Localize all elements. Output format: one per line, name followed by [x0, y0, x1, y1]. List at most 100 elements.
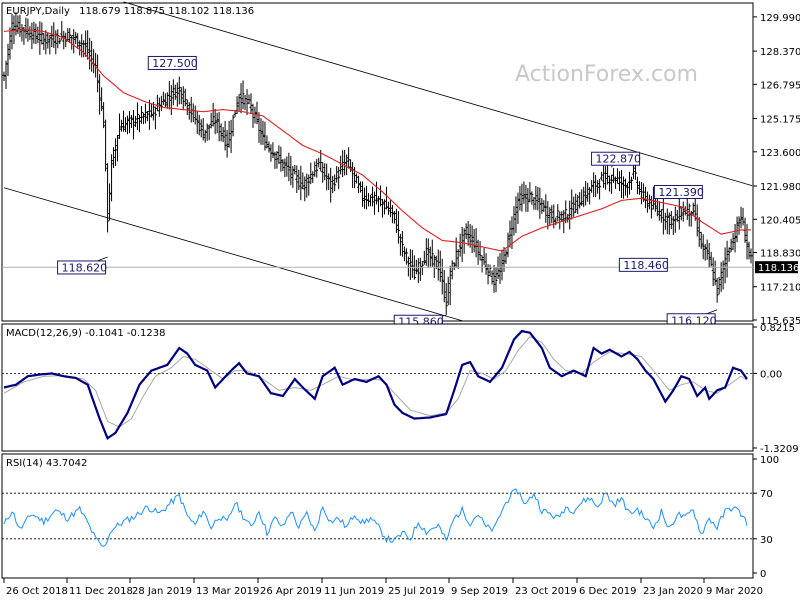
ohlc-bar [659, 209, 663, 223]
ohlc-bar [426, 238, 430, 269]
ohlc-bar [34, 23, 38, 45]
ohlc-bar [458, 233, 462, 257]
ohlc-bar [287, 152, 291, 182]
ohlc-bar [205, 123, 209, 141]
ohlc-bar [297, 169, 301, 190]
ohlc-bar [580, 189, 584, 206]
ohlc-bar [325, 163, 329, 191]
ohlc-bar [711, 257, 715, 287]
symbol-timeframe: EURJPY,Daily [6, 6, 70, 17]
ohlc-bar [625, 183, 629, 198]
ohlc-bar [733, 223, 737, 253]
current-price-tag-box [755, 261, 798, 274]
ohlc-bar [104, 119, 108, 172]
ohlc-bar [317, 157, 321, 168]
ohlc-bar [38, 21, 42, 55]
ohlc-bar [645, 191, 649, 213]
ohlc-bar [357, 175, 361, 194]
ohlc-bar [691, 202, 695, 216]
ohlc-bar [556, 204, 560, 222]
ohlc-bar [199, 119, 203, 138]
ohlc-bar [633, 163, 637, 180]
ohlc-bar [50, 25, 54, 48]
rsi-panel-title: RSI(14) 43.7042 [6, 458, 87, 469]
ohlc-bar [333, 174, 337, 192]
ohlc-bar [221, 126, 225, 143]
ohlc-bar [126, 115, 130, 135]
ohlc-bar [502, 246, 506, 272]
ohlc-bar [129, 115, 133, 129]
ohlc-bar [68, 28, 72, 44]
ohlc-bar [30, 22, 34, 50]
ohlc-bar [16, 15, 20, 34]
ohlc-bar [665, 208, 669, 235]
ohlc-bar [747, 241, 751, 260]
price-callout: 121.390 [653, 184, 704, 199]
ohlc-bar [741, 207, 745, 226]
ohlc-bar [514, 196, 518, 233]
ohlc-bar [442, 269, 446, 303]
ohlc-bar [127, 111, 131, 134]
ohlc-bar [558, 211, 562, 230]
ohlc-bar [110, 154, 114, 202]
macd-y-axis: 0.8215 0.00 -1.3209 [753, 323, 799, 455]
ohlc-bar [657, 201, 661, 221]
ohlc-bar [460, 226, 464, 262]
ohlc-bar [484, 253, 488, 275]
ohlc-bar [472, 228, 476, 253]
ohlc-bar [54, 30, 58, 55]
ohlc-bar [339, 155, 343, 175]
channel-lines [3, 1, 753, 322]
ohlc-bar [217, 111, 221, 142]
ohlc-bar [542, 200, 546, 213]
ohlc-bar [697, 217, 701, 247]
ohlc-bar [406, 256, 410, 277]
ohlc-bar [424, 238, 428, 266]
ohlc-bar [462, 228, 466, 254]
ohlc-bar [271, 142, 275, 159]
ohlc-bar [283, 158, 287, 178]
y-tick-label: 121.980 [760, 182, 800, 193]
ohlc-bar [112, 147, 116, 169]
ohlc-bar [464, 223, 468, 240]
ohlc-bar [416, 258, 420, 284]
ohlc-bar [536, 186, 540, 211]
macd-signal-line [3, 336, 748, 428]
ohlc-bar [233, 111, 237, 117]
ohlc-bar [315, 158, 319, 178]
ohlc-bar [586, 182, 590, 202]
ohlc-bar [398, 233, 402, 256]
ohlc-bar [610, 174, 614, 194]
ohlc-bar [141, 112, 145, 125]
ohlc-bar [28, 26, 32, 40]
ohlc-bar [717, 276, 721, 295]
ohlc-bar [74, 31, 78, 45]
ohlc-bar [163, 93, 167, 107]
ohlc-bar [749, 248, 753, 264]
price-callout: 122.870 [591, 151, 641, 168]
ohlc-bar [500, 249, 504, 281]
ohlc-bar [727, 247, 731, 262]
ohlc-bar [223, 121, 227, 151]
callout-label: 127.500 [152, 57, 198, 70]
ohlc-bar [12, 15, 16, 44]
ohlc-bar [627, 171, 631, 195]
ohlc-bar [345, 154, 349, 176]
ohlc-bar [635, 176, 639, 195]
x-tick-label: 11 Dec 2018 [69, 586, 133, 597]
ohlc-bar [209, 112, 213, 129]
y-tick-label: 100 [760, 455, 779, 466]
ohlc-bar [386, 201, 390, 215]
ohlc-bar [488, 264, 492, 277]
ohlc-bar [622, 176, 626, 199]
ohlc-bar [131, 110, 135, 140]
ohlc-bar [572, 196, 576, 217]
ohlc-bar [725, 240, 729, 278]
callout-label: 118.460 [623, 259, 669, 272]
ohlc-bar [568, 200, 572, 230]
ohlc-bar [78, 40, 82, 56]
ohlc-bar [540, 198, 544, 214]
ohlc-bar [380, 198, 384, 218]
